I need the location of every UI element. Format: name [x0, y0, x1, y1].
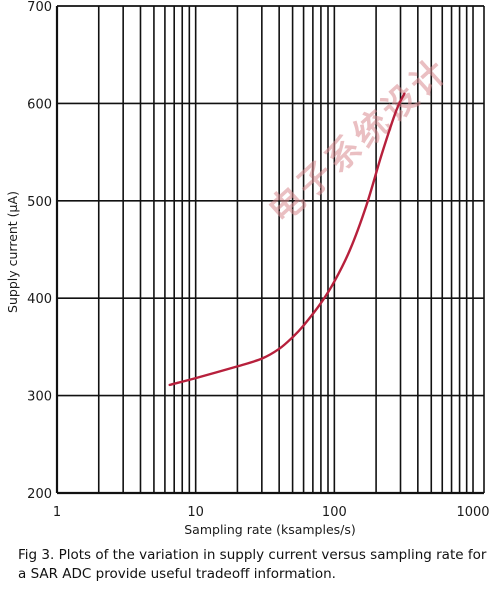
series-line — [168, 92, 406, 387]
watermark-layer: 电子系统设计 — [261, 49, 457, 231]
x-axis-label: Sampling rate (ksamples/s) — [184, 522, 356, 537]
y-axis-label: Supply current (µA) — [5, 191, 20, 313]
y-tick-label: 500 — [27, 195, 52, 210]
x-tick-label: 1 — [53, 505, 61, 520]
y-tick-label: 300 — [27, 390, 52, 405]
watermark: 电子系统设计 — [261, 49, 457, 231]
y-tick-label: 700 — [27, 0, 52, 15]
grid — [55, 5, 485, 495]
x-tick-label: 1000 — [456, 505, 489, 520]
figure-caption: Fig 3. Plots of the variation in supply … — [18, 547, 487, 582]
x-tick-label: 100 — [322, 505, 347, 520]
y-tick-label: 600 — [27, 97, 52, 112]
y-tick-label: 400 — [27, 292, 52, 307]
x-tick-label: 10 — [187, 505, 204, 520]
series — [168, 92, 406, 387]
y-tick-label: 200 — [27, 487, 52, 502]
ticks: 1 10 100 1000 200 300 400 500 600 700 — [27, 0, 489, 520]
